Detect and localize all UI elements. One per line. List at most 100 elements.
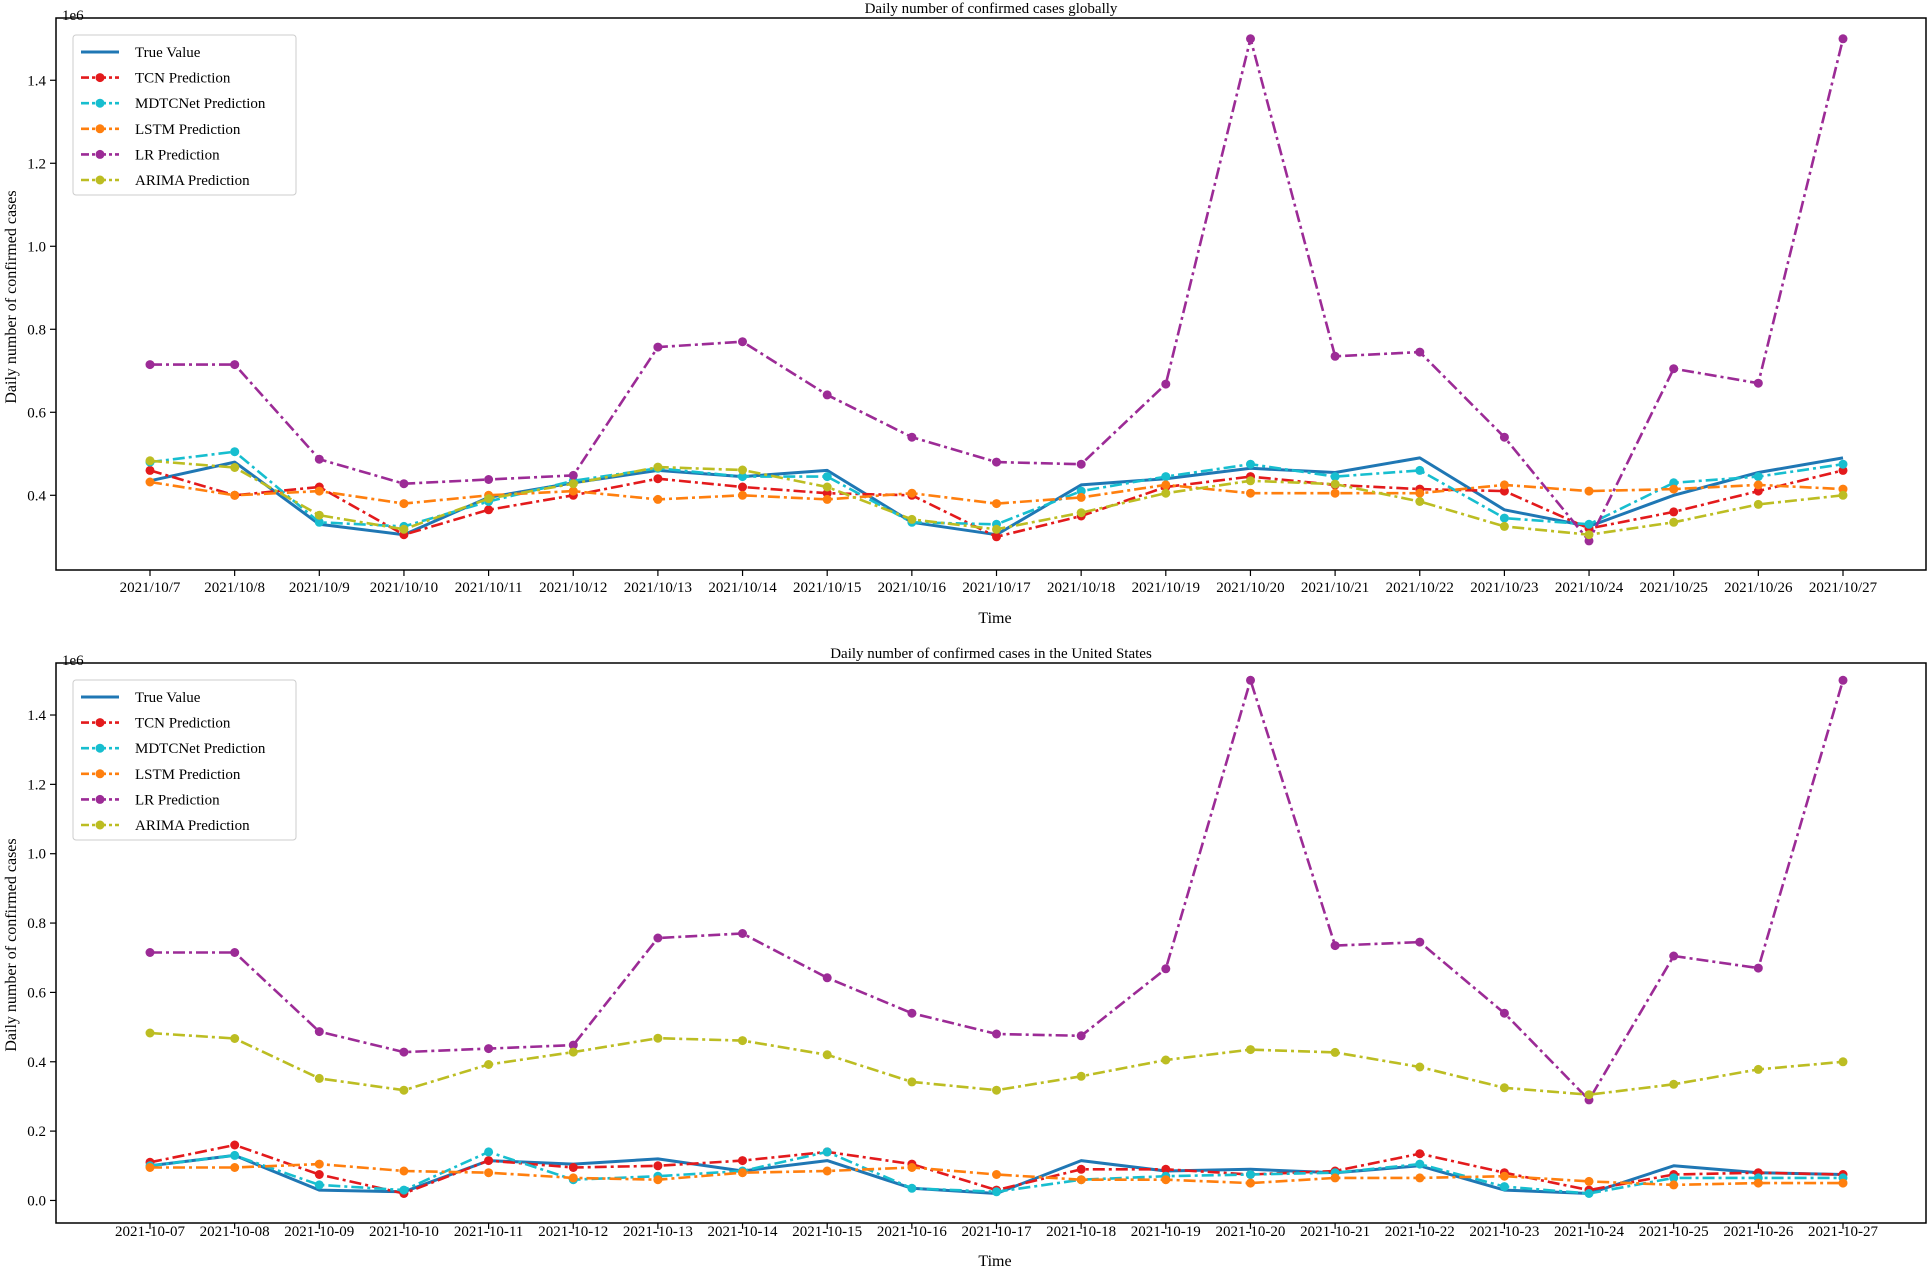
data-point bbox=[1415, 465, 1425, 475]
y-ticks: 0.0 0.2 0.4 0.6 0.8 1.0 1.2 1.4 bbox=[27, 708, 56, 1209]
data-point bbox=[1584, 536, 1594, 546]
data-point bbox=[738, 472, 747, 482]
data-point bbox=[230, 490, 240, 500]
data-point bbox=[738, 490, 747, 500]
data-point bbox=[822, 494, 832, 504]
legend-marker bbox=[95, 98, 105, 108]
data-point bbox=[653, 474, 663, 484]
data-point bbox=[907, 1163, 917, 1172]
data-point bbox=[822, 472, 832, 482]
legend-marker bbox=[95, 124, 105, 134]
data-point bbox=[992, 524, 1001, 534]
y-tick-label: 0.6 bbox=[27, 405, 46, 421]
x-tick-label: 2021-10-26 bbox=[1723, 1224, 1793, 1240]
data-point bbox=[1669, 1079, 1679, 1089]
series-line-arima-prediction bbox=[149, 1031, 1844, 1096]
data-point bbox=[1076, 1031, 1086, 1041]
data-point bbox=[1669, 484, 1679, 494]
legend-box bbox=[72, 34, 297, 196]
x-tick-label: 2021-10-18 bbox=[1046, 1224, 1116, 1240]
data-point bbox=[568, 479, 578, 489]
data-point bbox=[1669, 507, 1679, 517]
legend-marker bbox=[95, 743, 105, 753]
data-point bbox=[399, 1085, 409, 1095]
x-tick-label: 2021/10/19 bbox=[1132, 580, 1200, 596]
series-line-lstm-prediction bbox=[150, 1162, 1843, 1187]
data-point bbox=[1161, 1055, 1171, 1065]
data-point bbox=[484, 1147, 494, 1157]
x-tick-label: 2021-10-27 bbox=[1808, 1224, 1878, 1240]
data-point bbox=[738, 465, 747, 475]
data-point bbox=[568, 1163, 578, 1172]
data-point bbox=[484, 475, 494, 484]
data-point bbox=[992, 1085, 1001, 1095]
chart-united-states: Daily number of confirmed cases in the U… bbox=[3, 646, 1927, 1270]
x-tick-label: 2021-10-24 bbox=[1554, 1224, 1624, 1240]
data-point bbox=[314, 510, 324, 520]
y-tick-label: 1.2 bbox=[27, 777, 46, 793]
x-ticks: 2021-10-07 2021-10-08 2021-10-09 2021-10-10… bbox=[115, 1223, 1878, 1240]
x-tick-label: 2021/10/15 bbox=[793, 580, 861, 596]
data-point bbox=[314, 1180, 324, 1190]
data-point bbox=[484, 1156, 494, 1166]
chart-title: Daily number of confirmed cases globally bbox=[865, 1, 1118, 17]
data-point bbox=[992, 532, 1001, 542]
data-point bbox=[145, 465, 155, 475]
legend-label: LR Prediction bbox=[135, 147, 220, 163]
legend-marker bbox=[95, 820, 105, 830]
data-point bbox=[907, 1183, 917, 1193]
data-point bbox=[1076, 1175, 1086, 1185]
series-layer bbox=[145, 675, 1848, 1198]
x-tick-label: 2021-10-13 bbox=[623, 1224, 693, 1240]
data-point bbox=[314, 1170, 324, 1179]
x-tick-label: 2021/10/20 bbox=[1216, 580, 1284, 596]
data-point bbox=[1415, 937, 1425, 947]
x-tick-label: 2021/10/21 bbox=[1301, 580, 1369, 596]
data-point bbox=[568, 1173, 578, 1183]
data-point bbox=[1415, 1062, 1425, 1072]
legend-label: True Value bbox=[135, 45, 201, 61]
x-tick-label: 2021/10/17 bbox=[962, 580, 1031, 596]
data-point bbox=[1415, 1159, 1425, 1169]
data-point bbox=[1330, 1047, 1340, 1057]
legend-label: True Value bbox=[135, 690, 201, 706]
data-point bbox=[992, 1029, 1001, 1039]
legend-marker bbox=[95, 73, 105, 83]
data-point bbox=[230, 447, 240, 457]
legend-label: LSTM Prediction bbox=[135, 122, 241, 138]
y-tick-label: 0.4 bbox=[27, 488, 46, 504]
x-tick-label: 2021/10/27 bbox=[1809, 580, 1878, 596]
data-point bbox=[1838, 34, 1848, 44]
data-point bbox=[145, 1163, 155, 1172]
data-point bbox=[1499, 1182, 1509, 1192]
data-point bbox=[907, 488, 917, 498]
legend-label: LR Prediction bbox=[135, 792, 220, 808]
series-line-lstm-prediction bbox=[149, 480, 1844, 505]
plot-frame bbox=[55, 662, 1927, 1224]
y-tick-label: 1.4 bbox=[27, 708, 46, 724]
x-ticks: 2021/10/7 2021/10/8 2021/10/9 2021/10/10 202… bbox=[120, 570, 1878, 596]
data-point bbox=[822, 488, 832, 498]
x-tick-label: 2021-10-23 bbox=[1469, 1224, 1539, 1240]
data-point bbox=[1246, 488, 1255, 498]
x-tick-label: 2021/10/13 bbox=[624, 580, 692, 596]
x-tick-label: 2021/10/12 bbox=[539, 580, 607, 596]
data-point bbox=[992, 457, 1001, 467]
y-tick-label: 1.2 bbox=[27, 156, 46, 172]
data-point bbox=[907, 432, 917, 442]
x-tick-label: 2021/10/18 bbox=[1047, 580, 1115, 596]
x-tick-label: 2021/10/16 bbox=[878, 580, 947, 596]
data-point bbox=[484, 494, 494, 504]
data-point bbox=[1669, 478, 1679, 488]
data-point bbox=[653, 933, 663, 943]
y-tick-label: 0.8 bbox=[27, 916, 46, 932]
data-point bbox=[1330, 941, 1340, 951]
series-mdtcnet-prediction bbox=[145, 1147, 1848, 1198]
data-point bbox=[1076, 486, 1086, 496]
data-point bbox=[230, 463, 240, 472]
x-tick-label: 2021/10/24 bbox=[1555, 580, 1624, 596]
data-point bbox=[822, 482, 832, 492]
data-point bbox=[314, 1027, 324, 1037]
data-point bbox=[1330, 351, 1340, 361]
data-point bbox=[1838, 1178, 1848, 1188]
